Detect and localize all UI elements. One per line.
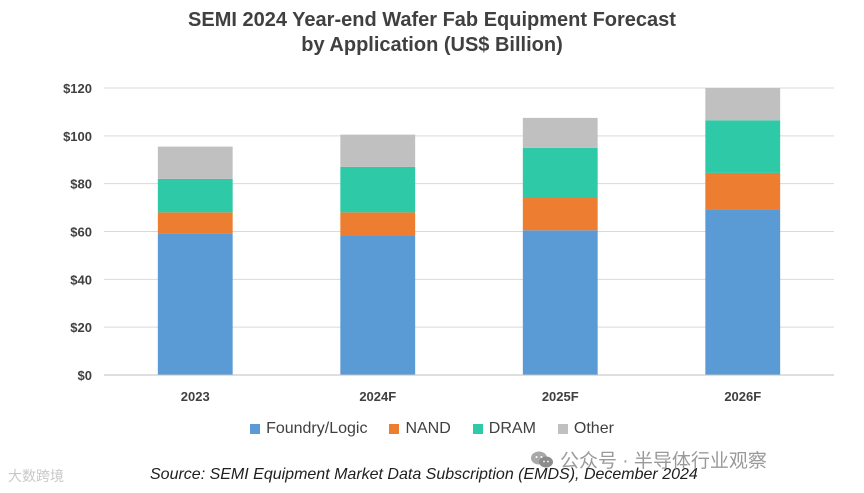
x-tick-label: 2025F — [542, 389, 579, 404]
legend-label: DRAM — [488, 420, 536, 437]
wechat-icon — [531, 451, 553, 467]
chart-title-line-2: by Application (US$ Billion) — [301, 34, 563, 56]
source-note: Source: SEMI Equipment Market Data Subsc… — [150, 466, 698, 483]
y-tick-label: $120 — [63, 81, 92, 96]
bars — [157, 88, 781, 375]
legend-swatch — [389, 424, 400, 434]
chart-title-line-1: SEMI 2024 Year-end Wafer Fab Equipment F… — [188, 9, 676, 31]
bar-2023-dram — [157, 178, 233, 213]
bar-2023-other — [157, 146, 233, 179]
watermark-right-text: 公众号 · 半导体行业观察 — [560, 451, 767, 472]
y-tick-label: $0 — [78, 368, 92, 383]
y-tick-label: $40 — [70, 272, 92, 287]
bar-2026f-foundry-logic — [705, 209, 781, 375]
bar-2024f-other — [340, 134, 416, 167]
legend-swatch — [557, 424, 568, 434]
bar-2024f-dram — [340, 166, 416, 213]
legend-swatch — [472, 424, 483, 434]
y-tick-label: $80 — [70, 177, 92, 192]
bar-2023-nand — [157, 212, 233, 234]
stacked-bar-chart: $0$20$40$60$80$100$120 2023 2024F 2025F 202… — [63, 81, 834, 404]
legend-label: Other — [573, 420, 614, 437]
y-tick-label: $60 — [70, 225, 92, 240]
bar-2026f-nand — [705, 172, 781, 210]
bar-2025f-dram — [522, 147, 598, 199]
y-tick-label: $20 — [70, 320, 92, 335]
legend-item-other: Other — [557, 420, 614, 438]
legend-swatch — [250, 424, 261, 434]
legend-item-dram: DRAM — [472, 420, 536, 438]
chart-title: SEMI 2024 Year-end Wafer Fab Equipment F… — [0, 8, 864, 58]
y-axis-ticks: $0 $20 $40 $60 $80 $100 $120 — [63, 81, 92, 383]
x-tick-label: 2023 — [181, 389, 210, 404]
watermark-right: 公众号 · 半导体行业观察 — [530, 446, 767, 473]
legend-item-nand: NAND — [389, 420, 451, 438]
bar-2025f-other — [522, 117, 598, 148]
bar-2024f-foundry-logic — [340, 235, 416, 375]
x-tick-label: 2026F — [724, 389, 761, 404]
bar-2024f-nand — [340, 212, 416, 236]
bar-2025f-nand — [522, 198, 598, 231]
legend-item-foundry-logic: Foundry/Logic — [250, 420, 367, 438]
x-axis-ticks: 2023 2024F 2025F 2026F — [181, 389, 761, 404]
legend-label: NAND — [405, 420, 451, 437]
y-tick-label: $100 — [63, 129, 92, 144]
bar-2026f-other — [705, 88, 781, 121]
bar-2023-foundry-logic — [157, 233, 233, 375]
legend-label: Foundry/Logic — [266, 420, 368, 437]
bar-2026f-dram — [705, 120, 781, 173]
x-tick-label: 2024F — [359, 389, 396, 404]
bar-2025f-foundry-logic — [522, 230, 598, 375]
legend: Foundry/Logic NAND DRAM Other — [0, 420, 864, 438]
watermark-left: 大数跨境 — [8, 468, 64, 484]
